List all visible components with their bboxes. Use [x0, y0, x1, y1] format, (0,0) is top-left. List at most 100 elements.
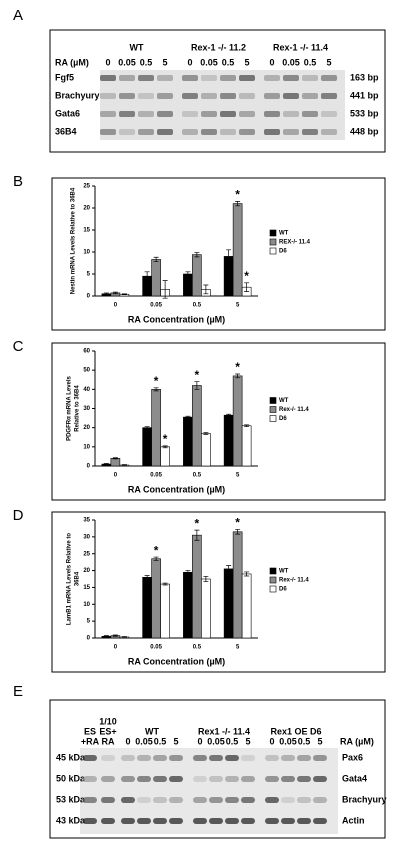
x-tick-label: 0.5 [193, 473, 202, 479]
y-tick-label: 50 [83, 368, 90, 374]
error-bar [244, 424, 250, 428]
x-tick-label: 0 [114, 645, 118, 651]
x-tick-label: 5 [236, 645, 240, 651]
bar [183, 571, 193, 639]
bar [241, 425, 252, 467]
blot-band [153, 755, 167, 761]
error-bar [121, 293, 127, 296]
blot-band [193, 797, 207, 803]
significance-mark: * [235, 360, 240, 374]
blot-band [121, 755, 135, 761]
bar [232, 531, 243, 639]
bar [160, 583, 170, 639]
legend-label: WT [279, 569, 289, 575]
gel-band [119, 75, 135, 81]
y-tick-label: 10 [83, 250, 90, 256]
blot-band [313, 755, 327, 761]
y-tick-label: 20 [83, 568, 90, 574]
blot-band [209, 818, 223, 824]
gel-band [321, 75, 337, 81]
gel-band [201, 93, 217, 99]
gel-band [321, 93, 337, 99]
gel-band [182, 93, 198, 99]
gene-label: 36B4 [55, 126, 77, 136]
x-axis-label: RA Concentration (µM) [128, 656, 225, 666]
gel-band [100, 75, 116, 81]
panel-frame [51, 511, 386, 673]
error-bar [112, 291, 118, 295]
dose-label: 5 [326, 57, 331, 67]
legend-label: D6 [279, 416, 287, 422]
gel-band [157, 75, 173, 81]
gel-band [182, 111, 198, 117]
x-tick-label: 0.5 [193, 645, 202, 651]
y-tick-label: 15 [83, 228, 90, 234]
gel-band [302, 129, 318, 135]
gel [100, 70, 345, 140]
panel-frame [51, 342, 386, 501]
significance-mark: * [244, 269, 249, 283]
error-bar [185, 271, 191, 277]
significance-mark: * [163, 432, 168, 446]
blot-band [241, 797, 255, 803]
gel-band [138, 75, 154, 81]
y-tick-label: 30 [83, 534, 90, 540]
bar [142, 427, 152, 467]
error-bar [121, 636, 127, 638]
blot-band [297, 755, 311, 761]
size-label: 441 bp [350, 90, 379, 100]
gel-band [100, 111, 116, 117]
blot-band [209, 755, 223, 761]
blot-band [241, 776, 255, 782]
gel-band [239, 129, 255, 135]
dose-label: 0.5 [226, 736, 239, 746]
legend-swatch [269, 229, 277, 237]
dose-label: 0.5 [298, 736, 311, 746]
y-tick-label: 30 [83, 406, 90, 412]
dose-label: 0 [197, 736, 202, 746]
error-bar [162, 280, 168, 299]
gel-band [264, 93, 280, 99]
x-tick-label: 0.05 [150, 645, 162, 651]
error-bar [203, 575, 209, 583]
error-bar [203, 284, 209, 295]
gel-band [239, 93, 255, 99]
legend-swatch [269, 576, 277, 584]
y-tick-label: 60 [83, 349, 90, 355]
y-tick-label: 10 [83, 444, 90, 450]
kda-label: 50 kDa [56, 773, 86, 783]
gel-band [201, 129, 217, 135]
y-tick-label: 20 [83, 206, 90, 212]
error-bar [226, 249, 232, 264]
blot-band [101, 797, 115, 803]
panel-label: E [13, 683, 23, 700]
panel-frame [49, 29, 386, 153]
error-bar [112, 457, 118, 460]
error-bar [235, 373, 241, 379]
y-tick-label: 0 [87, 636, 91, 642]
dose-label: 5 [162, 57, 167, 67]
x-tick-label: 5 [236, 303, 240, 309]
blot-band [313, 776, 327, 782]
error-bar [144, 426, 150, 429]
blot-band [153, 797, 167, 803]
legend-swatch [269, 247, 277, 255]
dose-label: 0 [105, 57, 110, 67]
blot-band [241, 755, 255, 761]
dose-label: 0.5 [140, 57, 153, 67]
bar [151, 389, 161, 467]
dose-label: 5 [244, 57, 249, 67]
blot-band [265, 755, 279, 761]
blot-band [297, 818, 311, 824]
panel-label: D [13, 507, 24, 524]
x-axis-label: RA Concentration (µM) [128, 314, 225, 324]
panel-label: C [13, 338, 24, 355]
blot-band [169, 776, 183, 782]
kda-label: 43 kDa [56, 815, 86, 825]
legend-label: Rex-/- 11.4 [279, 407, 309, 413]
y-axis-label: Nestin mRNA Levels Relative to 36B4 [71, 187, 77, 294]
panel-frame [49, 699, 386, 839]
gel-band [283, 75, 299, 81]
gel-band [119, 129, 135, 135]
blot-band [153, 818, 167, 824]
